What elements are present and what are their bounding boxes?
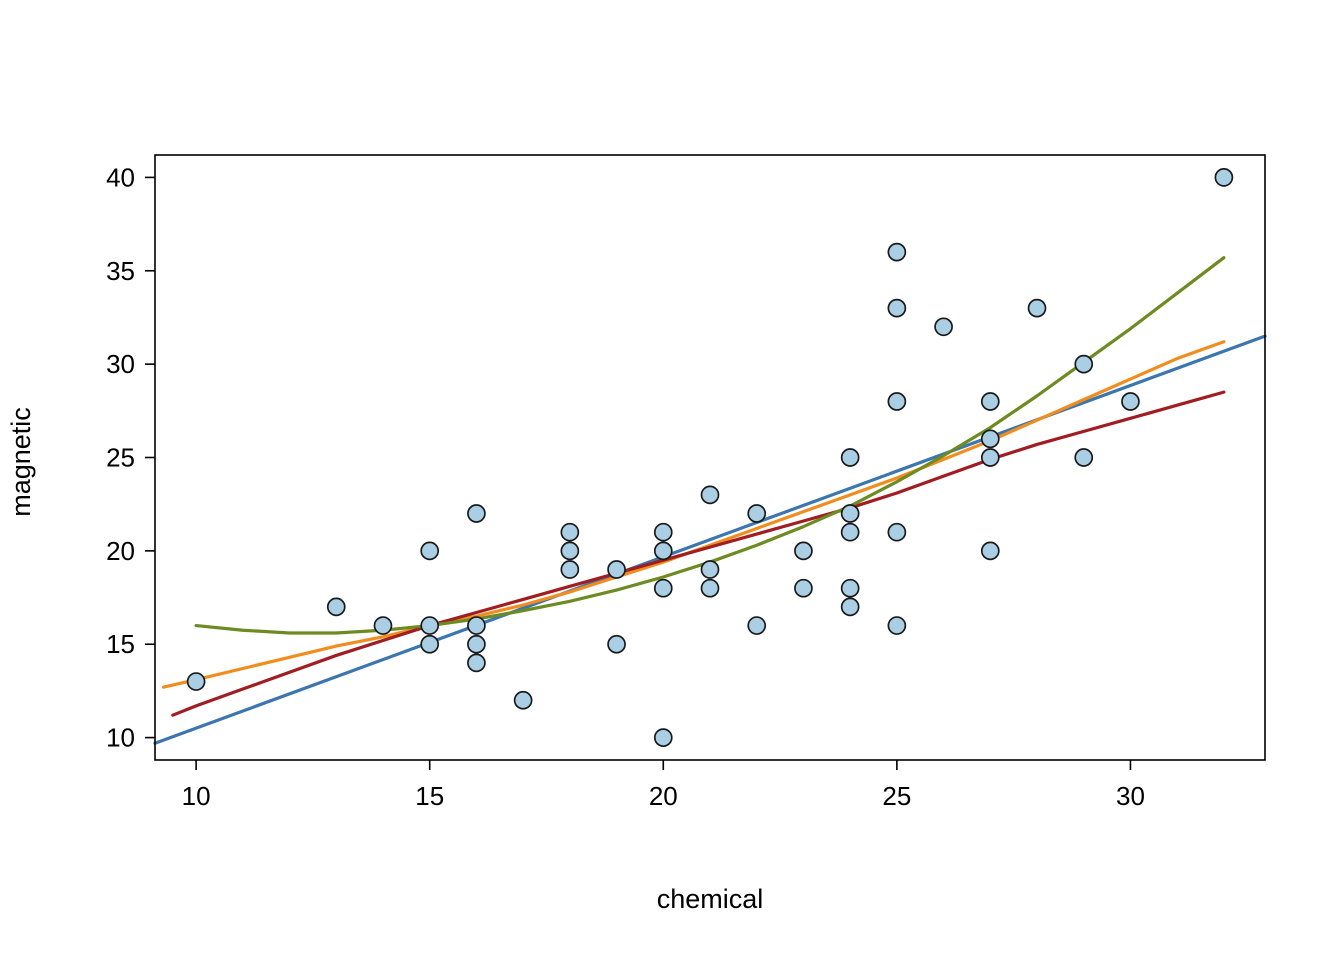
data-point (467, 504, 486, 523)
y-tick-label: 25 (106, 443, 135, 473)
data-point (980, 429, 1000, 449)
x-tick-label: 10 (182, 781, 211, 811)
points-layer (186, 168, 1234, 747)
data-point (887, 522, 907, 542)
data-point (700, 485, 720, 505)
data-point (980, 541, 1000, 561)
data-point (840, 448, 860, 467)
y-tick-label: 30 (106, 349, 135, 379)
x-tick-label: 15 (415, 781, 444, 811)
x-tick-label: 30 (1116, 781, 1145, 811)
data-point (653, 578, 673, 598)
data-point (700, 560, 720, 579)
data-point (887, 298, 907, 318)
plot-box (154, 154, 1266, 761)
x-tick-label: 20 (649, 781, 678, 811)
data-point (653, 522, 673, 542)
data-point (653, 541, 673, 561)
data-point (794, 541, 813, 561)
data-point (887, 616, 907, 635)
data-point (840, 522, 860, 542)
data-point (560, 541, 580, 561)
y-axis-label: magnetic (6, 407, 36, 517)
data-point (420, 541, 440, 561)
data-point (560, 560, 580, 579)
data-point (467, 616, 486, 635)
data-point (934, 317, 953, 337)
y-tick-label: 35 (106, 256, 135, 286)
data-point (467, 653, 486, 673)
data-point (840, 578, 860, 598)
data-point (887, 242, 907, 262)
data-point (607, 634, 626, 654)
y-tick-label: 15 (106, 629, 135, 659)
data-point (513, 690, 533, 710)
data-point (1121, 392, 1140, 411)
x-axis-label: chemical (657, 884, 764, 914)
data-point (747, 616, 767, 635)
y-tick-label: 40 (106, 162, 135, 192)
data-point (186, 672, 206, 691)
data-point (467, 634, 486, 654)
data-point (1074, 354, 1094, 374)
x-tick-label: 25 (882, 781, 911, 811)
data-point (1074, 448, 1094, 467)
data-point (840, 597, 860, 617)
data-point (794, 578, 813, 598)
y-tick-label: 20 (106, 536, 135, 566)
data-point (1214, 168, 1234, 187)
data-point (980, 448, 1000, 467)
data-point (747, 504, 767, 523)
data-point (1027, 298, 1047, 318)
dark-red-fit-line (171, 390, 1226, 717)
data-point (607, 560, 626, 579)
blue-linear-fit-line (153, 334, 1267, 745)
orange-fit-line (161, 340, 1226, 689)
data-point (326, 597, 346, 617)
data-point (653, 728, 673, 747)
data-point (700, 578, 720, 598)
data-point (980, 392, 1000, 411)
fit-lines-layer (153, 256, 1267, 745)
data-point (887, 392, 907, 411)
axes-layer: 10 15 20 25 30 10 15 20 25 30 35 40 (106, 154, 1266, 811)
data-point (373, 616, 393, 635)
data-point (840, 504, 860, 523)
y-tick-label: 10 (106, 723, 135, 753)
data-point (560, 522, 580, 542)
data-point (420, 616, 440, 635)
data-point (420, 634, 440, 654)
